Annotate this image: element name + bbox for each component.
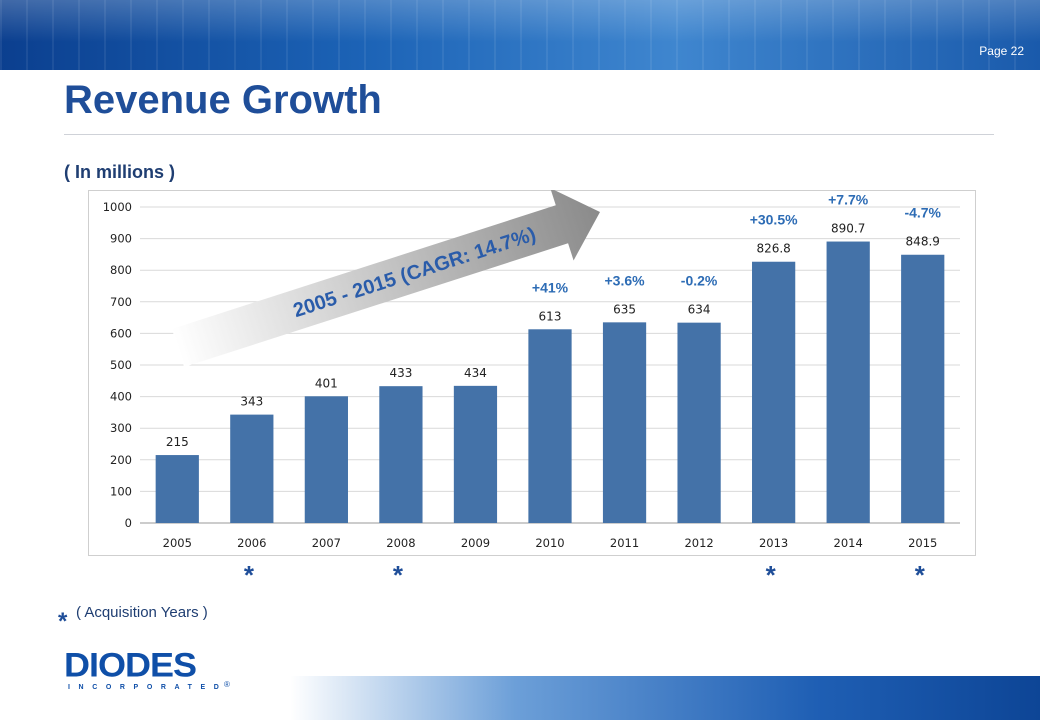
acquisition-marker: * [243, 560, 254, 590]
y-tick-label: 900 [110, 232, 132, 246]
y-tick-label: 300 [110, 421, 132, 435]
units-subtitle: ( In millions ) [64, 162, 175, 182]
acquisition-marker: * [392, 560, 404, 590]
y-tick-label: 500 [110, 358, 132, 372]
growth-annotation: +41% [532, 279, 569, 295]
bar-2008 [379, 386, 423, 523]
x-tick-label: 2015 [908, 536, 937, 550]
y-tick-label: 1000 [103, 200, 132, 214]
y-tick-label: 0 [125, 516, 132, 530]
y-tick-label: 800 [110, 263, 132, 277]
arrow-shape [171, 190, 600, 368]
y-tick-label: 200 [110, 453, 132, 467]
banner-texture [0, 0, 1040, 70]
bar-2014 [826, 241, 870, 523]
value-label: 215 [166, 435, 189, 449]
footnote-text: ( Acquisition Years ) [76, 604, 208, 621]
acquisition-marker: * [765, 560, 776, 590]
value-label: 433 [389, 366, 412, 380]
growth-annotation: -4.7% [904, 205, 941, 221]
x-tick-label: 2013 [759, 536, 788, 550]
value-label: 848.9 [906, 235, 940, 249]
header-banner: Page 22 [0, 0, 1040, 70]
value-label: 635 [613, 302, 636, 316]
y-tick-label: 100 [110, 484, 132, 498]
growth-annotation: +7.7% [828, 192, 869, 208]
y-tick-label: 600 [110, 326, 132, 340]
growth-annotation: +30.5% [750, 212, 798, 228]
x-tick-label: 2005 [163, 536, 192, 550]
value-label: 890.7 [831, 222, 865, 236]
value-label: 613 [539, 309, 562, 323]
logo-registered-mark: ® [224, 680, 230, 689]
bar-2005 [155, 455, 199, 523]
x-tick-label: 2008 [386, 536, 415, 550]
value-label: 826.8 [756, 242, 790, 256]
bar-2009 [453, 385, 498, 523]
title-divider [64, 134, 994, 135]
x-tick-label: 2012 [684, 536, 713, 550]
bar-2006 [230, 414, 274, 523]
bar-2011 [602, 322, 647, 523]
growth-annotation: -0.2% [681, 273, 718, 289]
x-tick-label: 2007 [312, 536, 341, 550]
diodes-logo: DIODES ® INCORPORATED [64, 645, 234, 696]
x-tick-label: 2009 [461, 536, 490, 550]
x-tick-label: 2014 [834, 536, 863, 550]
page-title: Revenue Growth [64, 78, 382, 122]
logo-subtitle: INCORPORATED [68, 684, 228, 691]
y-tick-label: 700 [110, 295, 132, 309]
growth-annotation: +3.6% [604, 272, 645, 288]
bar-2010 [528, 329, 572, 523]
x-tick-label: 2011 [610, 536, 639, 550]
value-label: 343 [240, 395, 263, 409]
bar-2015 [901, 254, 945, 523]
value-label: 401 [315, 376, 338, 390]
logo-wordmark: DIODES [64, 645, 197, 685]
x-tick-label: 2006 [237, 536, 266, 550]
page-number: Page 22 [979, 44, 1024, 58]
y-tick-label: 400 [110, 390, 132, 404]
bar-2007 [304, 396, 348, 523]
acquisition-marker: * [914, 560, 925, 590]
bar-2013 [752, 261, 796, 523]
value-label: 634 [688, 303, 711, 317]
bar-2012 [677, 322, 721, 523]
x-tick-label: 2010 [535, 536, 564, 550]
value-label: 434 [464, 366, 487, 380]
footnote-marker: * [58, 608, 68, 635]
footer-band [290, 676, 1040, 720]
